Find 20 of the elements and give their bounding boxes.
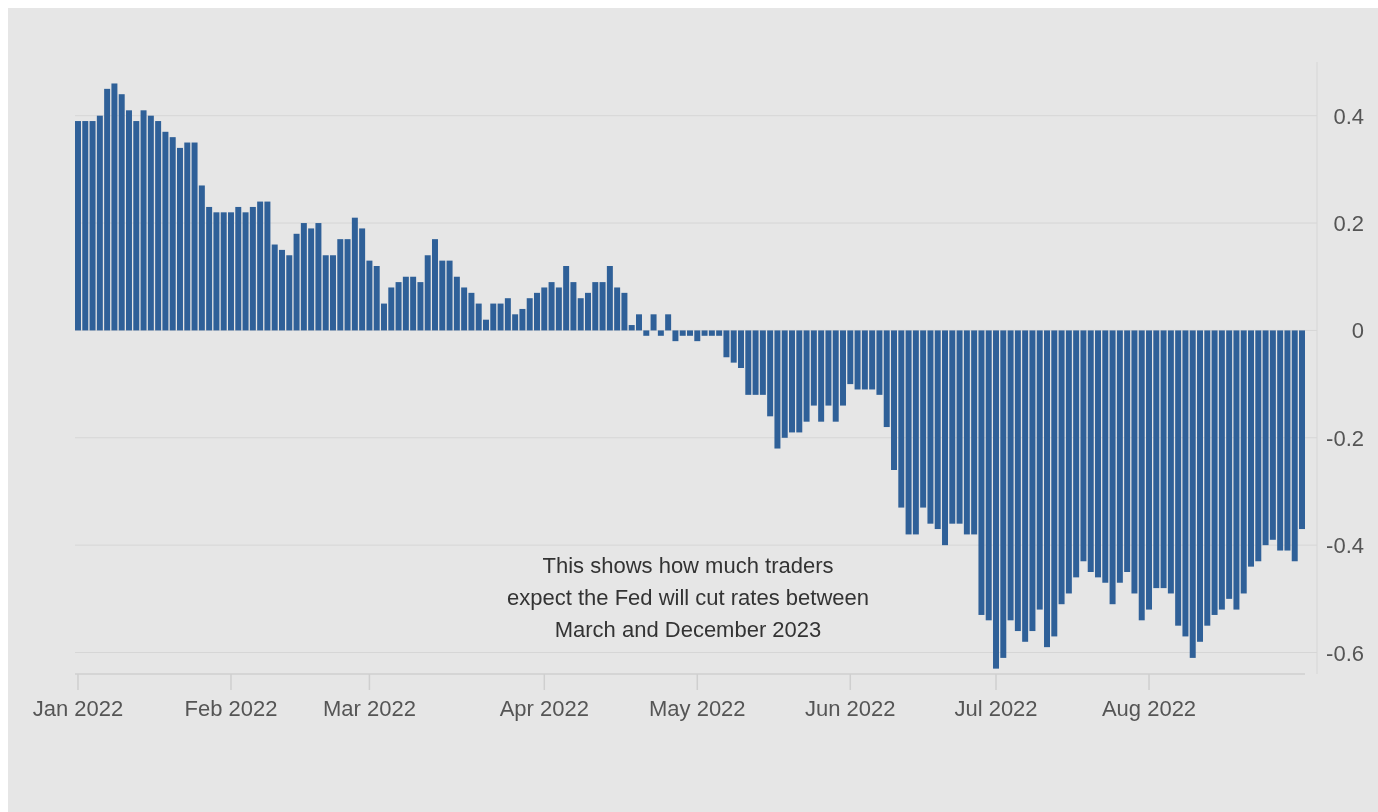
x-tick-label: Jun 2022 <box>805 696 896 721</box>
bar <box>672 330 679 342</box>
y-tick-label: 0.4 <box>1333 103 1364 129</box>
x-tick-label: Apr 2022 <box>499 696 589 721</box>
y-tick-label: 0.2 <box>1333 211 1364 237</box>
x-tick-label: Feb 2022 <box>184 696 278 721</box>
x-tick-label: Jan 2022 <box>32 696 124 721</box>
x-tick-label: Aug 2022 <box>1101 696 1197 721</box>
y-tick-label: -0.6 <box>1326 640 1364 666</box>
x-tick-label: Jul 2022 <box>954 696 1038 721</box>
bar <box>665 314 672 331</box>
x-tick-label: Mar 2022 <box>322 696 416 721</box>
bar <box>650 314 657 331</box>
bar <box>643 330 650 336</box>
bar <box>657 330 664 336</box>
y-tick-label: 0 <box>1351 318 1364 344</box>
y-tick-label: -0.4 <box>1326 533 1364 559</box>
y-tick-label: -0.2 <box>1326 425 1364 451</box>
x-tick-label: May 2022 <box>648 696 746 721</box>
annotation: This shows how much traders expect the Fed will cut rates between March and December 2023 <box>507 553 869 642</box>
